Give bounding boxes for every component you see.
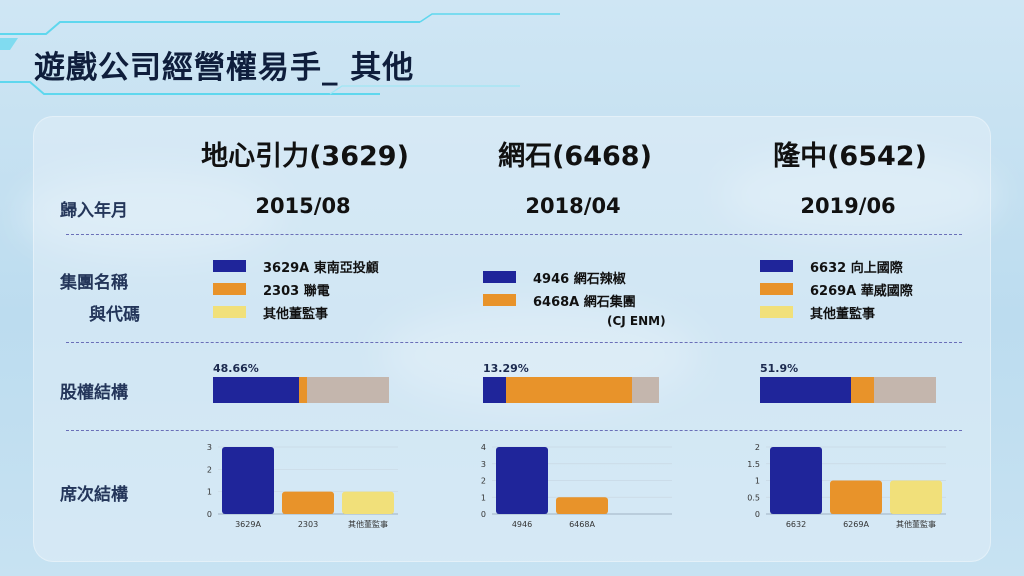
equity-percent-label: 13.29%: [483, 362, 529, 375]
y-tick-label: 1: [207, 488, 212, 497]
legend-netmarble: 4946 網石辣椒 6468A 網石集團: [483, 266, 636, 312]
column-header-longzhong: 隆中(6542): [773, 141, 927, 172]
y-tick-label: 0: [481, 510, 486, 519]
row-label-equity: 股權結構: [60, 383, 128, 403]
bar: [282, 491, 334, 514]
equity-segment-partner: [506, 377, 632, 403]
y-tick-label: 2: [207, 465, 212, 474]
date-netmarble: 2018/04: [525, 194, 621, 218]
legend-label: 其他董監事: [810, 306, 876, 322]
y-tick-label: 1.5: [747, 460, 760, 469]
legend-item: 4946 網石辣椒: [483, 266, 636, 288]
equity-segment-partner: [298, 377, 308, 403]
legend-swatch: [760, 283, 793, 295]
x-tick-label: 6632: [786, 520, 806, 529]
equity-segment-other: [631, 377, 659, 403]
legend-label: 其他董監事: [263, 306, 329, 322]
equity-bar-gravity: [213, 377, 389, 403]
bar: [770, 447, 822, 514]
row-label-group-line1: 集團名稱: [60, 273, 128, 293]
page-title: 遊戲公司經營權易手_ 其他: [34, 50, 415, 86]
y-tick-label: 1: [481, 493, 486, 502]
legend-item: 其他董監事: [760, 301, 913, 323]
seat-chart-gravity: 0 1 2 3 3629A 2303 其他董監事: [207, 443, 398, 529]
x-tick-label: 其他董監事: [348, 519, 388, 529]
legend-item: 6468A 網石集團: [483, 289, 636, 311]
equity-percent-label: 48.66%: [213, 362, 259, 375]
bar: [342, 491, 394, 514]
equity-segment-major: [213, 377, 299, 403]
x-tick-label: 3629A: [235, 520, 261, 529]
x-tick-label: 4946: [512, 520, 532, 529]
legend-swatch: [483, 271, 516, 283]
row-label-date: 歸入年月: [60, 201, 128, 221]
bar: [890, 480, 942, 514]
legend-sub-label: (CJ ENM): [607, 314, 666, 328]
date-longzhong: 2019/06: [800, 194, 896, 218]
y-tick-label: 0: [755, 510, 760, 519]
divider: [66, 342, 962, 343]
equity-segment-major: [760, 377, 852, 403]
divider: [66, 234, 962, 235]
y-tick-label: 2: [755, 443, 760, 452]
legend-swatch: [213, 283, 246, 295]
row-label-group-line2: 與代碼: [89, 305, 140, 325]
legend-item: 3629A 東南亞投顧: [213, 255, 379, 277]
legend-label: 6632 向上國際: [810, 260, 903, 276]
seat-chart-netmarble: 0 1 2 3 4 4946 6468A: [481, 443, 672, 529]
equity-bar-longzhong: [760, 377, 936, 403]
x-tick-label: 其他董監事: [896, 519, 936, 529]
seat-chart-longzhong: 0 0.5 1 1.5 2 6632 6269A 其他董監事: [747, 443, 946, 529]
column-header-gravity: 地心引力(3629): [201, 141, 409, 172]
x-tick-label: 2303: [298, 520, 318, 529]
legend-label: 3629A 東南亞投顧: [263, 260, 379, 276]
title-decoration: [0, 13, 560, 95]
bar: [556, 497, 608, 514]
equity-segment-other: [307, 377, 389, 403]
equity-segment-major: [483, 377, 507, 403]
legend-longzhong: 6632 向上國際 6269A 華威國際 其他董監事: [760, 255, 913, 324]
legend-item: 2303 聯電: [213, 278, 379, 300]
legend-label: 4946 網石辣椒: [533, 271, 626, 287]
legend-label: 6468A 網石集團: [533, 294, 636, 310]
column-header-netmarble: 網石(6468): [498, 141, 652, 172]
legend-label: 2303 聯電: [263, 283, 330, 299]
bar: [830, 480, 882, 514]
y-tick-label: 3: [207, 443, 212, 452]
bar: [222, 447, 274, 514]
y-tick-label: 1: [755, 477, 760, 486]
equity-segment-partner: [851, 377, 875, 403]
legend-swatch: [760, 306, 793, 318]
equity-percent-label: 51.9%: [760, 362, 799, 375]
legend-item: 6269A 華威國際: [760, 278, 913, 300]
legend-label: 6269A 華威國際: [810, 283, 913, 299]
y-tick-label: 2: [481, 477, 486, 486]
row-label-seats: 席次結構: [60, 485, 128, 505]
legend-gravity: 3629A 東南亞投顧 2303 聯電 其他董監事: [213, 255, 379, 324]
legend-item: 其他董監事: [213, 301, 379, 323]
legend-swatch: [213, 306, 246, 318]
equity-bar-netmarble: [483, 377, 659, 403]
y-tick-label: 0.5: [747, 493, 760, 502]
equity-segment-other: [874, 377, 936, 403]
legend-item: 6632 向上國際: [760, 255, 913, 277]
y-tick-label: 0: [207, 510, 212, 519]
legend-swatch: [213, 260, 246, 272]
bar: [496, 447, 548, 514]
y-tick-label: 3: [481, 460, 486, 469]
divider: [66, 430, 962, 431]
x-tick-label: 6468A: [569, 520, 595, 529]
date-gravity: 2015/08: [255, 194, 351, 218]
y-tick-label: 4: [481, 443, 486, 452]
legend-swatch: [760, 260, 793, 272]
legend-swatch: [483, 294, 516, 306]
x-tick-label: 6269A: [843, 520, 869, 529]
